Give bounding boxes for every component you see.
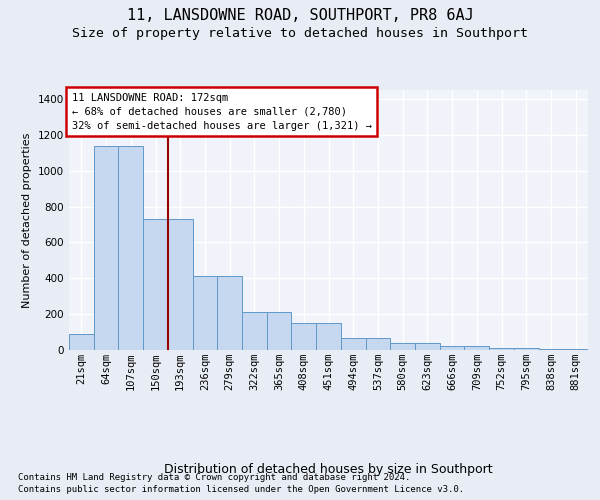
Bar (94, 146, 118, 350)
Text: Contains public sector information licensed under the Open Government Licence v3: Contains public sector information licen… (18, 485, 464, 494)
Bar (267, 312, 292, 350)
Bar (489, 348, 514, 350)
Bar (143, 219, 168, 350)
Text: Contains HM Land Registry data © Crown copyright and database right 2024.: Contains HM Land Registry data © Crown c… (18, 472, 410, 482)
Bar (193, 276, 217, 350)
Bar (563, 348, 588, 350)
Bar (415, 343, 440, 350)
Bar (514, 348, 539, 350)
Bar (539, 348, 563, 350)
Bar (118, 146, 143, 350)
Bar (440, 346, 464, 350)
Text: Size of property relative to detached houses in Southport: Size of property relative to detached ho… (72, 28, 528, 40)
Bar (168, 219, 193, 350)
Bar (365, 338, 390, 350)
Bar (69, 334, 94, 350)
Text: 11 LANSDOWNE ROAD: 172sqm
← 68% of detached houses are smaller (2,780)
32% of se: 11 LANSDOWNE ROAD: 172sqm ← 68% of detac… (71, 92, 371, 130)
Bar (464, 346, 489, 350)
Bar (341, 338, 365, 350)
Bar (242, 312, 267, 350)
Text: 11, LANSDOWNE ROAD, SOUTHPORT, PR8 6AJ: 11, LANSDOWNE ROAD, SOUTHPORT, PR8 6AJ (127, 8, 473, 22)
Bar (217, 276, 242, 350)
Y-axis label: Number of detached properties: Number of detached properties (22, 132, 32, 308)
Bar (292, 323, 316, 350)
Bar (316, 323, 341, 350)
X-axis label: Distribution of detached houses by size in Southport: Distribution of detached houses by size … (164, 462, 493, 475)
Bar (390, 343, 415, 350)
